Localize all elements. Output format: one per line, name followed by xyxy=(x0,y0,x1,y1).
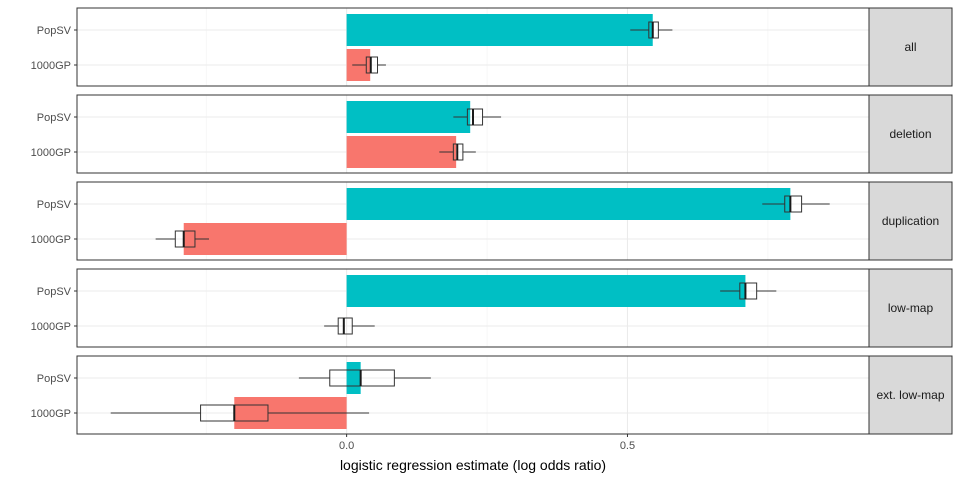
y-tick-label: PopSV xyxy=(37,25,72,37)
facet-panel-all: PopSV 1000GP all xyxy=(31,7,953,87)
y-tick-label: 1000GP xyxy=(31,321,71,333)
facet-strip xyxy=(868,94,953,174)
y-tick-label: 1000GP xyxy=(31,147,71,159)
facet-strip-label: duplication xyxy=(882,214,939,228)
facet-panel-deletion: PopSV 1000GP deletion xyxy=(31,94,953,174)
bar-popsv-duplication xyxy=(346,188,791,220)
y-tick-label: PopSV xyxy=(37,199,72,211)
facet-panel-duplication: PopSV 1000GP duplication xyxy=(31,181,953,261)
x-tick-label: 0.5 xyxy=(620,440,635,452)
box xyxy=(784,195,803,213)
y-tick-label: PopSV xyxy=(37,373,72,385)
box xyxy=(739,282,758,300)
y-tick-label: 1000GP xyxy=(31,60,71,72)
bar-popsv-all xyxy=(346,14,653,46)
facet-strip-label: all xyxy=(904,40,916,54)
panel-background xyxy=(77,356,869,434)
boxplot-popsv-duplication xyxy=(762,195,830,213)
boxplot-1000gp-deletion xyxy=(439,143,476,161)
x-tick-label: 0.0 xyxy=(339,440,354,452)
facet-strip xyxy=(868,181,953,261)
boxplot-popsv-ext-low-map xyxy=(298,369,431,387)
box xyxy=(174,230,196,248)
box xyxy=(365,56,379,74)
box xyxy=(337,317,353,335)
facet-panel-ext-low-map: PopSV 1000GP ext. low-map xyxy=(31,355,953,435)
x-axis-title: logistic regression estimate (log odds r… xyxy=(340,457,606,473)
bar-popsv-ext-low-map xyxy=(346,362,361,394)
bar-popsv-deletion xyxy=(346,101,471,133)
facet-panels: PopSV 1000GP all PopSV 1000GP deletion PopSV 10… xyxy=(31,7,953,435)
boxplot-1000gp-low-map xyxy=(324,317,375,335)
bar-1000gp-deletion xyxy=(346,136,457,168)
box xyxy=(329,369,395,387)
bar-popsv-low-map xyxy=(346,275,746,307)
facet-strip-label: deletion xyxy=(889,127,931,141)
facet-strip xyxy=(868,268,953,348)
boxplot-popsv-deletion xyxy=(453,108,502,126)
facet-strip xyxy=(868,7,953,87)
y-tick-label: PopSV xyxy=(37,112,72,124)
y-tick-label: 1000GP xyxy=(31,234,71,246)
y-tick-label: 1000GP xyxy=(31,408,71,420)
facet-panel-low-map: PopSV 1000GP low-map xyxy=(31,268,953,348)
facet-strip-label: low-map xyxy=(888,301,934,315)
boxplot-1000gp-ext-low-map xyxy=(110,404,370,422)
bar-1000gp-duplication xyxy=(183,223,347,255)
panel-background xyxy=(77,95,869,173)
boxplot-popsv-all xyxy=(630,21,673,39)
box xyxy=(466,108,484,126)
boxplot-1000gp-duplication xyxy=(155,230,209,248)
boxplot-1000gp-all xyxy=(352,56,386,74)
x-axis: 0.0 0.5 xyxy=(339,434,635,452)
facet-strip xyxy=(868,355,953,435)
boxplot-popsv-low-map xyxy=(720,282,777,300)
y-tick-label: PopSV xyxy=(37,286,72,298)
facet-strip-label: ext. low-map xyxy=(876,388,944,402)
